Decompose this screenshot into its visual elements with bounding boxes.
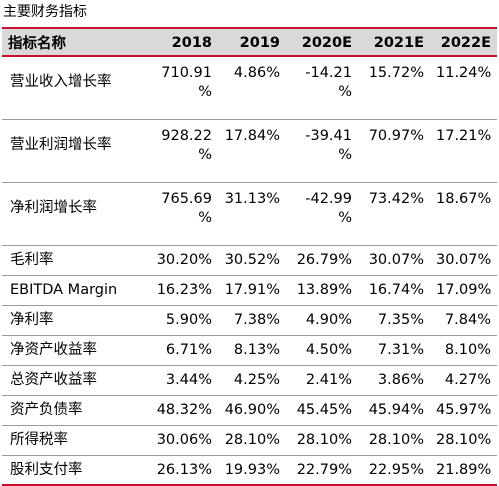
cell-value: 4.27% — [444, 372, 491, 388]
header-2021e: 2021E — [358, 27, 430, 57]
row-label: EBITDA Margin — [10, 282, 118, 298]
cell-value: 7.84% — [444, 312, 491, 328]
financial-indicators-table: 指标名称 2018 2019 2020E 2021E 2022E 营业收入增长率… — [2, 27, 497, 486]
table-title: 主要财务指标 — [3, 4, 87, 20]
row-label: 总资产收益率 — [10, 372, 97, 388]
cell-value: 7.38% — [233, 312, 280, 328]
cell-value: 30.20% — [156, 252, 212, 268]
table-row: 股利支付率 26.13% 19.93% 22.79% 22.95% 21.89% — [2, 456, 497, 485]
row-label: 净利润增长率 — [10, 200, 97, 216]
header-row: 指标名称 2018 2019 2020E 2021E 2022E — [2, 27, 497, 57]
cell-value: 710.91 % — [161, 65, 212, 100]
cell-value: 7.31% — [377, 342, 424, 358]
table-row: 所得税率 30.06% 28.10% 28.10% 28.10% 28.10% — [2, 426, 497, 456]
cell-value: 3.44% — [165, 372, 212, 388]
header-2022e: 2022E — [430, 27, 497, 57]
cell-value: 16.74% — [368, 282, 424, 298]
cell-value: 45.94% — [368, 402, 424, 418]
cell-value: 8.13% — [233, 342, 280, 358]
header-2018: 2018 — [150, 27, 218, 57]
cell-value: 22.79% — [296, 462, 352, 478]
cell-value: 22.95% — [368, 462, 424, 478]
cell-value: 48.32% — [156, 402, 212, 418]
cell-value: 765.69 % — [161, 191, 212, 226]
cell-value: 28.10% — [224, 432, 280, 448]
cell-value: 17.09% — [436, 282, 492, 298]
cell-value: 28.10% — [436, 432, 492, 448]
table-row: 总资产收益率 3.44% 4.25% 2.41% 3.86% 4.27% — [2, 366, 497, 396]
cell-value: 26.79% — [296, 252, 352, 268]
table-row: 营业收入增长率 710.91 % 4.86% -14.21 % 15.72% 1… — [2, 56, 497, 120]
cell-value: 19.93% — [224, 462, 280, 478]
table-row: 资产负债率 48.32% 46.90% 45.45% 45.94% 45.97% — [2, 396, 497, 426]
cell-value: 31.13% — [224, 191, 280, 207]
table-row: 净资产收益率 6.71% 8.13% 4.50% 7.31% 8.10% — [2, 336, 497, 366]
cell-value: 8.10% — [444, 342, 491, 358]
cell-value: 17.21% — [436, 128, 492, 144]
cell-value: 46.90% — [224, 402, 280, 418]
cell-value: 30.06% — [156, 432, 212, 448]
table-row: 毛利率 30.20% 30.52% 26.79% 30.07% 30.07% — [2, 246, 497, 276]
table-row: 净利率 5.90% 7.38% 4.90% 7.35% 7.84% — [2, 306, 497, 336]
cell-value: 21.89% — [436, 462, 492, 478]
cell-value: 7.35% — [377, 312, 424, 328]
cell-value: 15.72% — [368, 65, 424, 81]
row-label: 所得税率 — [10, 432, 68, 448]
cell-value: 4.90% — [305, 312, 352, 328]
row-label: 营业利润增长率 — [10, 137, 112, 153]
cell-value: -14.21 % — [305, 65, 352, 100]
cell-value: 30.07% — [436, 252, 492, 268]
cell-value: 45.97% — [436, 402, 492, 418]
cell-value: 30.07% — [368, 252, 424, 268]
cell-value: 17.84% — [224, 128, 280, 144]
table-row: 净利润增长率 765.69 % 31.13% -42.99 % 73.42% 1… — [2, 183, 497, 246]
cell-value: -42.99 % — [305, 191, 352, 226]
cell-value: 4.25% — [233, 372, 280, 388]
row-label: 毛利率 — [10, 252, 54, 268]
cell-value: -39.41 % — [305, 128, 352, 163]
cell-value: 3.86% — [377, 372, 424, 388]
cell-value: 26.13% — [156, 462, 212, 478]
cell-value: 45.45% — [296, 402, 352, 418]
header-2019: 2019 — [218, 27, 286, 57]
cell-value: 928.22 % — [161, 128, 212, 163]
header-2020e: 2020E — [286, 27, 358, 57]
row-label: 净利率 — [10, 312, 54, 328]
cell-value: 11.24% — [436, 65, 492, 81]
cell-value: 6.71% — [165, 342, 212, 358]
cell-value: 16.23% — [156, 282, 212, 298]
row-label: 股利支付率 — [10, 462, 83, 478]
header-indicator-name: 指标名称 — [2, 27, 150, 57]
row-label: 营业收入增长率 — [10, 74, 112, 90]
cell-value: 13.89% — [296, 282, 352, 298]
table-row: EBITDA Margin 16.23% 17.91% 13.89% 16.74… — [2, 276, 497, 306]
cell-value: 5.90% — [165, 312, 212, 328]
row-label: 资产负债率 — [10, 402, 83, 418]
cell-value: 28.10% — [296, 432, 352, 448]
row-label: 净资产收益率 — [10, 342, 97, 358]
cell-value: 17.91% — [224, 282, 280, 298]
cell-value: 70.97% — [368, 128, 424, 144]
cell-value: 30.52% — [224, 252, 280, 268]
cell-value: 4.50% — [305, 342, 352, 358]
cell-value: 73.42% — [368, 191, 424, 207]
cell-value: 4.86% — [233, 65, 280, 81]
table-row: 营业利润增长率 928.22 % 17.84% -39.41 % 70.97% … — [2, 120, 497, 183]
cell-value: 2.41% — [305, 372, 352, 388]
cell-value: 28.10% — [368, 432, 424, 448]
cell-value: 18.67% — [436, 191, 492, 207]
